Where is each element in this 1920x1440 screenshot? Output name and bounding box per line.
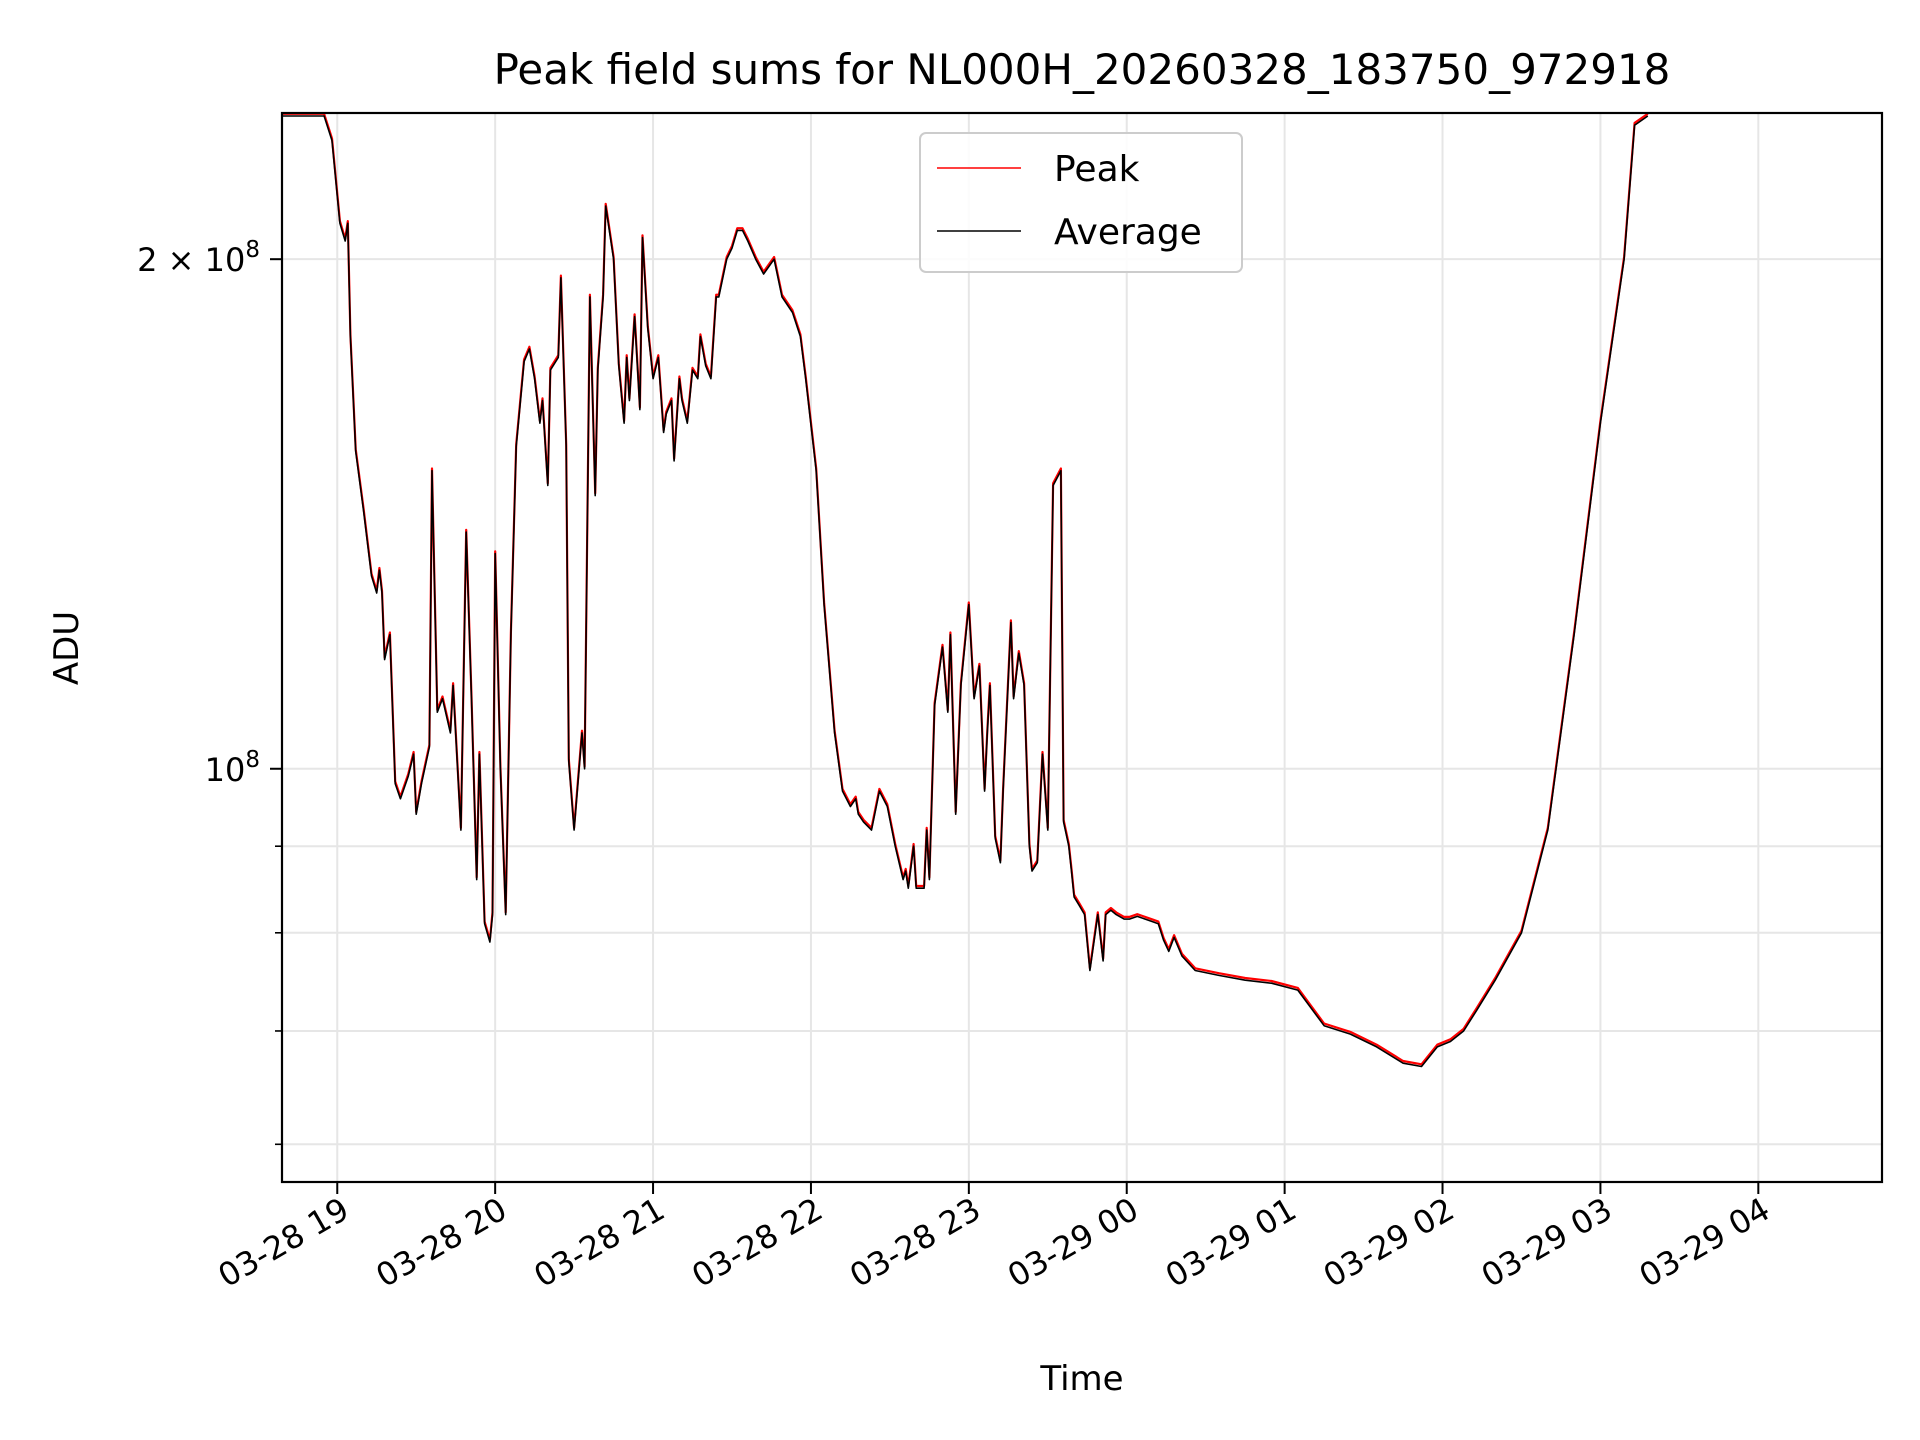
plot-area-frame	[280, 111, 1884, 1184]
y-axis-label: ADU	[47, 611, 87, 685]
chart-title: Peak field sums for NL000H_20260328_1837…	[494, 45, 1671, 94]
y-axis: 2 × 108 108	[137, 237, 282, 1146]
series-layer	[282, 112, 1649, 1068]
y-tick-label: 2 × 108	[137, 237, 260, 279]
x-axis-label: Time	[1039, 1359, 1123, 1399]
legend-average-label: Average	[1054, 212, 1202, 253]
legend: Peak Average	[919, 132, 1243, 273]
legend-peak-label: Peak	[1054, 149, 1140, 190]
average-series-line	[282, 115, 1649, 1068]
y-tick-label: 108	[205, 747, 260, 789]
